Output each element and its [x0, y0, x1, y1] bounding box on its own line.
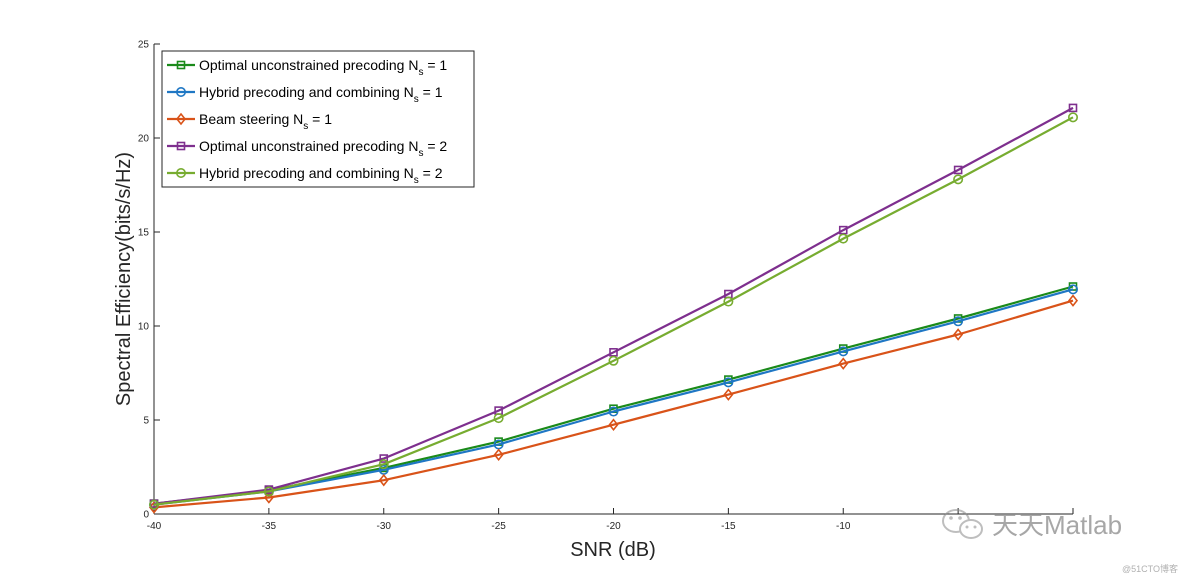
data-point — [953, 316, 964, 327]
y-tick-label: 25 — [138, 40, 150, 51]
data-point — [838, 346, 849, 357]
watermark-text: 天天Matlab — [992, 510, 1122, 540]
series-5 — [149, 112, 1079, 510]
legend: Optimal unconstrained precoding Ns = 1 Hy… — [161, 50, 475, 188]
legend-item: Beam steering Ns = 1 — [167, 111, 332, 132]
series-line — [153, 106, 1074, 505]
series-line — [153, 116, 1074, 506]
x-tick-label: -15 — [721, 521, 736, 532]
legend-swatch-marker — [176, 60, 186, 70]
data-point — [493, 448, 504, 462]
x-tick-label: -35 — [262, 521, 277, 532]
x-tick-label: -30 — [377, 521, 392, 532]
data-point — [379, 454, 389, 463]
axes: -40 -35 -30 -25 -20 -15 -10 0 5 10 15 20 25 — [138, 40, 1074, 532]
legend-label: Hybrid precoding and combining Ns = 1 — [199, 84, 443, 105]
data-point — [378, 459, 389, 470]
series-4 — [149, 103, 1078, 508]
data-point — [1067, 294, 1079, 307]
data-point — [838, 357, 849, 370]
series-line — [153, 288, 1074, 506]
y-tick-label: 15 — [138, 228, 150, 239]
data-point — [378, 473, 389, 487]
data-point — [608, 418, 619, 431]
data-point — [1068, 284, 1079, 295]
x-axis-label: SNR (dB) — [570, 539, 656, 561]
data-point — [1068, 112, 1079, 123]
x-tick-label: -40 — [147, 521, 162, 532]
data-point — [723, 377, 734, 388]
data-point — [608, 406, 619, 417]
data-point — [148, 501, 160, 514]
wechat-icon — [942, 509, 983, 539]
data-point — [953, 174, 964, 185]
data-point — [149, 499, 160, 510]
legend-item: Optimal unconstrained precoding Ns = 1 — [167, 57, 447, 78]
legend-swatch-marker — [175, 112, 187, 126]
data-point — [493, 413, 504, 424]
legend-label: Optimal unconstrained precoding Ns = 1 — [199, 57, 447, 78]
legend-item: Hybrid precoding and combining Ns = 1 — [167, 84, 443, 105]
watermark: 天天Matlab @51CTO博客 — [942, 509, 1178, 574]
data-point — [953, 165, 963, 175]
y-axis-label: Spectral Efficiency(bits/s/Hz) — [113, 152, 135, 406]
series-line — [153, 299, 1074, 509]
legend-label: Optimal unconstrained precoding Ns = 2 — [199, 138, 447, 159]
x-tick-label: -10 — [836, 521, 851, 532]
data-point — [723, 388, 734, 401]
x-tick-label: -20 — [606, 521, 621, 532]
y-tick-label: 0 — [143, 510, 149, 521]
y-tick-label: 5 — [143, 416, 149, 427]
y-tick-label: 20 — [138, 134, 150, 145]
watermark-source: @51CTO博客 — [1122, 563, 1178, 574]
data-point — [1068, 103, 1078, 113]
data-point — [838, 233, 849, 244]
series-3 — [148, 294, 1079, 514]
legend-label: Hybrid precoding and combining Ns = 2 — [199, 165, 443, 186]
data-point — [723, 296, 734, 307]
legend-item: Optimal unconstrained precoding Ns = 2 — [167, 138, 447, 159]
data-point — [263, 491, 274, 504]
legend-swatch-marker — [176, 141, 186, 151]
data-point — [608, 355, 619, 366]
data-point — [953, 328, 964, 341]
y-tick-label: 10 — [138, 322, 150, 333]
series-layer — [148, 103, 1079, 514]
legend-swatch-marker — [176, 87, 187, 98]
data-point — [263, 486, 274, 497]
x-tick-label: -25 — [491, 521, 506, 532]
legend-item: Hybrid precoding and combining Ns = 2 — [167, 165, 443, 186]
legend-box — [161, 50, 475, 188]
legend-swatch-marker — [176, 168, 187, 179]
legend-label: Beam steering Ns = 1 — [199, 111, 332, 132]
